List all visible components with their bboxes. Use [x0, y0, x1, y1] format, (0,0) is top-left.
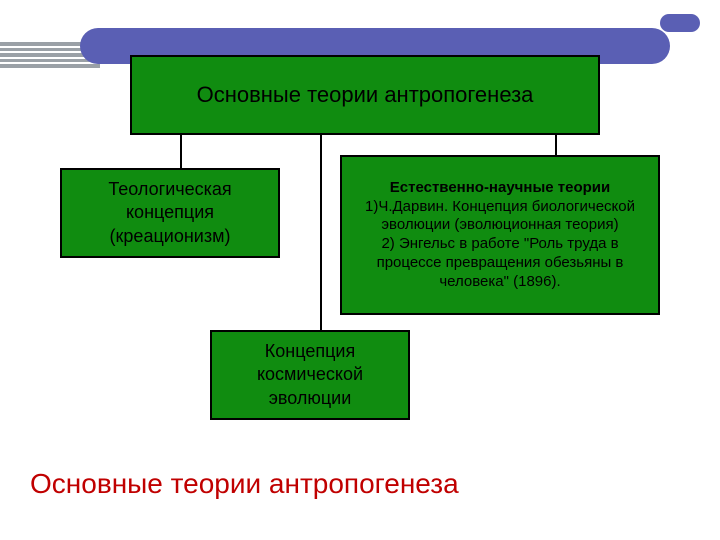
box-theological-text: Теологическая концепция (креационизм): [108, 178, 231, 248]
box-scientific-body: 1)Ч.Дарвин. Концепция биологической эвол…: [352, 198, 648, 292]
box-theological: Теологическая концепция (креационизм): [60, 168, 280, 258]
connector-main-to-left: [180, 135, 182, 168]
box-main-text: Основные теории антропогенеза: [197, 81, 534, 110]
box-scientific: Естественно-научные теории 1)Ч.Дарвин. К…: [340, 155, 660, 315]
box-scientific-title: Естественно-научные теории: [390, 179, 610, 198]
box-cosmic: Концепция космической эволюции: [210, 330, 410, 420]
box-main-title: Основные теории антропогенеза: [130, 55, 600, 135]
connector-main-to-right: [555, 135, 557, 155]
box-cosmic-text: Концепция космической эволюции: [257, 340, 363, 410]
connector-main-to-bottom: [320, 135, 322, 330]
footer-title: Основные теории антропогенеза: [30, 468, 459, 500]
decor-pill-small: [660, 14, 700, 32]
